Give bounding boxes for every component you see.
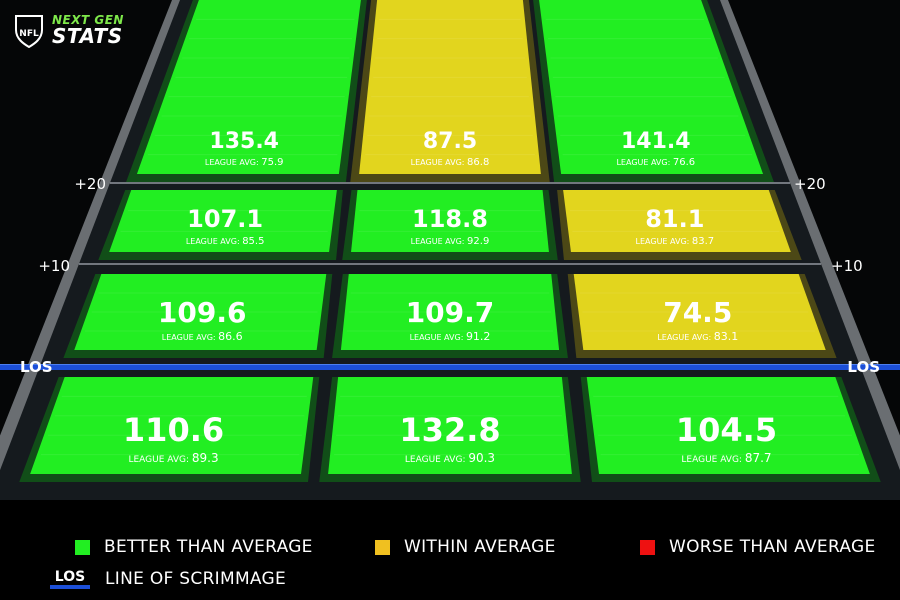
zone-fill (539, 0, 764, 174)
zone-fill (340, 274, 560, 350)
zone-fill (359, 0, 541, 174)
yard-marker-plus10-right: +10 (831, 257, 863, 275)
zone-value: 109.6 (158, 296, 247, 329)
league-avg-prefix: LEAGUE AVG: (411, 237, 467, 246)
zone-value: 141.4 (621, 129, 691, 154)
zone-league-avg: LEAGUE AVG: 75.9 (205, 157, 284, 168)
zone-fill (136, 0, 361, 174)
yard-marker-plus20-right: +20 (794, 175, 826, 193)
league-avg-prefix: LEAGUE AVG: (186, 237, 242, 246)
league-avg-value: 91.2 (466, 330, 491, 343)
legend-label-better: BETTER THAN AVERAGE (104, 537, 313, 557)
league-avg-value: 75.9 (261, 157, 283, 168)
zone-fill (573, 274, 826, 350)
legend: BETTER THAN AVERAGE WITHIN AVERAGE WORSE… (0, 500, 900, 600)
legend-swatch-within (375, 539, 390, 555)
los-marker-right: LOS (847, 358, 880, 376)
yard-marker-plus20-left: +20 (74, 175, 106, 193)
next-gen-stats-logo: NFL NEXT GEN STATS (14, 10, 124, 50)
zone-fill (74, 274, 327, 350)
legend-label-within: WITHIN AVERAGE (404, 537, 556, 557)
nfl-shield-icon: NFL (15, 15, 43, 48)
zone-value: 109.7 (406, 296, 495, 329)
league-avg-value: 83.1 (714, 330, 739, 343)
zone-league-avg: LEAGUE AVG: 86.6 (162, 330, 243, 343)
zone-value: 104.5 (676, 411, 777, 449)
league-avg-value: 90.3 (468, 451, 495, 465)
league-avg-prefix: LEAGUE AVG: (681, 455, 744, 465)
yard-marker-plus10-left: +10 (38, 257, 70, 275)
los-badge-text: LOS (54, 569, 86, 585)
legend-label-los: LINE OF SCRIMMAGE (105, 569, 287, 589)
logo-line-stats: STATS (52, 24, 123, 48)
league-avg-prefix: LEAGUE AVG: (636, 237, 692, 246)
legend-item-within: WITHIN AVERAGE (375, 537, 556, 557)
zone-value: 87.5 (423, 129, 477, 154)
league-avg-value: 87.7 (745, 451, 772, 465)
league-avg-value: 86.8 (467, 157, 489, 168)
zone-league-avg: LEAGUE AVG: 92.9 (411, 236, 490, 247)
zone-value: 81.1 (645, 205, 704, 233)
zone-value: 135.4 (209, 129, 279, 154)
zone-1-1: 118.8 LEAGUE AVG: 92.9 (342, 190, 558, 260)
zone-0-0: 135.4 LEAGUE AVG: 75.9 (126, 0, 367, 182)
league-avg-prefix: LEAGUE AVG: (616, 158, 672, 167)
league-avg-prefix: LEAGUE AVG: (410, 333, 466, 342)
zone-0-2: 141.4 LEAGUE AVG: 76.6 (533, 0, 774, 182)
league-avg-prefix: LEAGUE AVG: (128, 455, 191, 465)
shield-text: NFL (19, 29, 39, 39)
zone-value: 110.6 (123, 411, 224, 449)
zone-3-2: 104.5 LEAGUE AVG: 87.7 (580, 377, 881, 482)
zone-league-avg: LEAGUE AVG: 87.7 (681, 451, 771, 465)
zone-league-avg: LEAGUE AVG: 85.5 (186, 236, 265, 247)
league-avg-value: 85.5 (242, 236, 264, 247)
league-avg-value: 92.9 (467, 236, 489, 247)
league-avg-value: 76.6 (673, 157, 695, 168)
los-badge-bar (50, 585, 90, 589)
zone-value: 107.1 (187, 205, 263, 233)
zone-3-1: 132.8 LEAGUE AVG: 90.3 (319, 377, 581, 482)
zone-fill (351, 190, 549, 252)
zone-0-1: 87.5 LEAGUE AVG: 86.8 (350, 0, 550, 182)
los-marker-left: LOS (20, 358, 53, 376)
zone-fill (586, 377, 870, 474)
zone-value: 132.8 (399, 411, 500, 449)
zone-league-avg: LEAGUE AVG: 89.3 (128, 451, 218, 465)
legend-swatch-better (75, 539, 90, 555)
zone-value: 74.5 (663, 296, 732, 329)
league-avg-prefix: LEAGUE AVG: (205, 158, 261, 167)
zone-fill (563, 190, 791, 252)
league-avg-prefix: LEAGUE AVG: (411, 158, 467, 167)
zone-fill (30, 377, 314, 474)
legend-item-worse: WORSE THAN AVERAGE (640, 537, 876, 557)
legend-label-worse: WORSE THAN AVERAGE (669, 537, 876, 557)
logo-line-next-gen: NEXT GEN (52, 13, 124, 27)
zone-1-0: 107.1 LEAGUE AVG: 85.5 (98, 190, 343, 260)
passing-zone-chart: 135.4 LEAGUE AVG: 75.9 87.5 LEAGUE AVG: 86.… (0, 0, 900, 500)
zone-league-avg: LEAGUE AVG: 91.2 (410, 330, 491, 343)
zone-league-avg: LEAGUE AVG: 86.8 (411, 157, 490, 168)
zone-league-avg: LEAGUE AVG: 83.7 (636, 236, 715, 247)
zone-league-avg: LEAGUE AVG: 90.3 (405, 451, 495, 465)
league-avg-prefix: LEAGUE AVG: (657, 333, 713, 342)
los-badge: LOS (50, 569, 90, 589)
zone-league-avg: LEAGUE AVG: 83.1 (657, 330, 738, 343)
league-avg-value: 89.3 (192, 451, 219, 465)
legend-item-los: LOS LINE OF SCRIMMAGE (50, 569, 286, 589)
legend-item-better: BETTER THAN AVERAGE (75, 537, 313, 557)
league-avg-value: 83.7 (692, 236, 714, 247)
league-avg-prefix: LEAGUE AVG: (405, 455, 468, 465)
zone-value: 118.8 (412, 205, 488, 233)
league-avg-prefix: LEAGUE AVG: (162, 333, 218, 342)
legend-swatch-worse (640, 539, 655, 555)
zone-3-0: 110.6 LEAGUE AVG: 89.3 (19, 377, 320, 482)
league-avg-value: 86.6 (218, 330, 243, 343)
zone-fill (109, 190, 337, 252)
zone-1-2: 81.1 LEAGUE AVG: 83.7 (557, 190, 802, 260)
zone-league-avg: LEAGUE AVG: 76.6 (616, 157, 695, 168)
zone-fill (328, 377, 572, 474)
